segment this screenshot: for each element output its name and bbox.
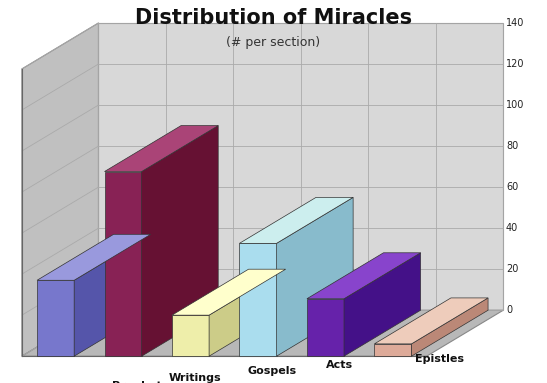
Polygon shape xyxy=(307,299,344,356)
Text: 60: 60 xyxy=(506,182,518,192)
Polygon shape xyxy=(344,253,421,356)
Text: 80: 80 xyxy=(506,141,518,151)
Text: 0: 0 xyxy=(506,305,512,315)
Polygon shape xyxy=(240,243,277,356)
Polygon shape xyxy=(411,298,488,356)
Polygon shape xyxy=(172,269,286,315)
Polygon shape xyxy=(307,253,421,299)
Polygon shape xyxy=(22,310,503,356)
Text: Prophets: Prophets xyxy=(112,381,168,383)
Polygon shape xyxy=(22,23,98,356)
Text: 120: 120 xyxy=(506,59,525,69)
Polygon shape xyxy=(374,344,411,356)
Polygon shape xyxy=(209,269,286,356)
Polygon shape xyxy=(104,126,218,172)
Text: 40: 40 xyxy=(506,223,518,233)
Text: 20: 20 xyxy=(506,264,519,274)
Text: Distribution of Miracles: Distribution of Miracles xyxy=(135,8,412,28)
Polygon shape xyxy=(172,315,209,356)
Polygon shape xyxy=(37,280,74,356)
Text: Acts: Acts xyxy=(325,360,353,370)
Polygon shape xyxy=(37,234,151,280)
Text: (# per section): (# per section) xyxy=(226,36,321,49)
Text: Writings: Writings xyxy=(168,373,222,383)
Polygon shape xyxy=(277,197,353,356)
Text: 100: 100 xyxy=(506,100,525,110)
Polygon shape xyxy=(374,298,488,344)
Polygon shape xyxy=(104,172,142,356)
Polygon shape xyxy=(142,126,218,356)
Text: Epistles: Epistles xyxy=(415,354,464,364)
Polygon shape xyxy=(74,234,151,356)
Text: Gospels: Gospels xyxy=(247,366,296,376)
Polygon shape xyxy=(98,23,503,310)
Text: 140: 140 xyxy=(506,18,525,28)
Polygon shape xyxy=(240,197,353,243)
